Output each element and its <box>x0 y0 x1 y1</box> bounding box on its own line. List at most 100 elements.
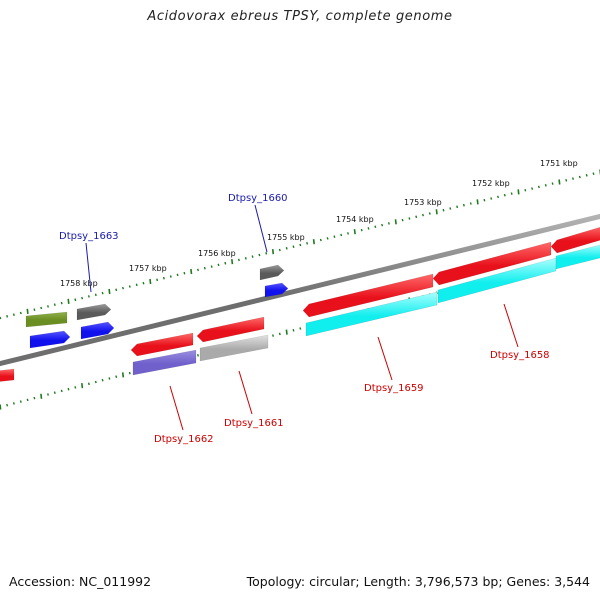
minor-tick <box>278 332 281 336</box>
minor-tick <box>128 371 131 375</box>
minor-tick <box>74 298 77 302</box>
major-tick <box>40 393 43 399</box>
gene-label-dtpsy-1659[interactable]: Dtpsy_1659 <box>364 383 424 394</box>
minor-tick <box>33 396 36 400</box>
minor-tick <box>490 197 493 200</box>
minor-tick <box>442 208 445 212</box>
minor-tick <box>94 293 97 297</box>
minor-tick <box>53 391 56 394</box>
major-tick <box>81 383 84 389</box>
gene-leader-line <box>169 385 184 431</box>
minor-tick <box>306 242 309 245</box>
minor-tick <box>449 207 452 210</box>
minor-tick <box>572 177 574 180</box>
cog-block-blue-left[interactable] <box>29 330 71 349</box>
minor-tick <box>122 286 124 290</box>
minor-tick <box>217 263 220 267</box>
cog-block-blue-1663[interactable] <box>80 321 115 340</box>
minor-tick <box>524 189 527 192</box>
gene-label-dtpsy-1658[interactable]: Dtpsy_1658 <box>490 350 550 361</box>
minor-tick <box>565 179 568 182</box>
minor-tick <box>265 252 268 255</box>
minor-tick <box>483 198 486 202</box>
minor-tick <box>197 354 199 357</box>
cds-block-dtpsy-1663[interactable] <box>76 303 112 321</box>
gene-leader-line <box>254 204 268 253</box>
major-tick <box>435 209 438 215</box>
cog-block-cyan-1659[interactable] <box>305 291 438 337</box>
genome-backbone <box>0 213 600 367</box>
minor-tick <box>87 295 90 298</box>
minor-tick <box>162 276 165 280</box>
major-tick <box>108 288 111 295</box>
major-tick <box>394 219 397 225</box>
minor-tick <box>183 271 186 275</box>
gene-label-dtpsy-1663[interactable]: Dtpsy_1663 <box>59 231 119 242</box>
gene-labels[interactable]: Dtpsy_1658 Dtpsy_1659 Dtpsy_1660 Dtpsy_1661… <box>59 193 550 445</box>
gene-label-dtpsy-1660[interactable]: Dtpsy_1660 <box>228 193 288 204</box>
gene-leader-line <box>85 242 92 293</box>
minor-tick <box>592 172 595 175</box>
feature-track[interactable] <box>0 226 600 382</box>
minor-tick <box>169 275 172 278</box>
minor-tick <box>340 233 343 237</box>
cds-block-dtpsy-1659[interactable] <box>302 273 434 318</box>
cds-fragment-left[interactable] <box>0 368 15 382</box>
genome-summary: Topology: circular; Length: 3,796,573 bp… <box>246 574 590 589</box>
minor-tick <box>12 313 15 316</box>
minor-tick <box>40 306 43 310</box>
cds-block-next[interactable] <box>550 226 600 254</box>
minor-tick <box>326 237 329 240</box>
minor-tick <box>374 225 377 228</box>
major-tick <box>271 249 275 255</box>
minor-tick <box>19 311 22 315</box>
major-tick <box>231 259 234 265</box>
minor-tick <box>26 398 29 402</box>
minor-tick <box>408 217 411 220</box>
cds-block-dtpsy-1660[interactable] <box>259 264 285 281</box>
minor-tick <box>299 327 302 330</box>
cds-block-dtpsy-1658[interactable] <box>432 241 552 286</box>
cog-block-cyan-next[interactable] <box>555 244 600 270</box>
minor-tick <box>244 257 247 260</box>
minor-tick <box>278 248 281 252</box>
minor-tick <box>272 334 274 337</box>
major-tick <box>121 372 125 378</box>
minor-tick <box>12 402 15 405</box>
major-tick <box>0 404 2 410</box>
minor-tick <box>176 273 179 277</box>
kbp-tick-label: 1753 kbp <box>404 198 442 207</box>
minor-tick <box>156 278 159 282</box>
gene-label-dtpsy-1662[interactable]: Dtpsy_1662 <box>154 434 214 445</box>
cds-block-dtpsy-1662[interactable] <box>130 332 194 357</box>
minor-tick <box>401 218 404 222</box>
minor-tick <box>115 288 118 292</box>
minor-tick <box>81 296 84 300</box>
tick-labels: 1751 kbp 1752 kbp 1753 kbp 1754 kbp 1755 kbp… <box>60 159 578 288</box>
minor-tick <box>203 266 206 270</box>
gene-leader-line <box>238 370 253 415</box>
major-tick <box>149 278 152 285</box>
minor-tick <box>197 268 199 272</box>
cds-block-dtpsy-1661[interactable] <box>196 316 265 343</box>
minor-tick <box>510 192 513 195</box>
minor-tick <box>299 243 302 247</box>
kbp-tick-label: 1758 kbp <box>60 279 98 288</box>
cog-block-silver-1661[interactable] <box>199 334 269 362</box>
kbp-tick-label: 1756 kbp <box>198 249 236 258</box>
minor-tick <box>333 235 336 238</box>
cog-block-purple-1662[interactable] <box>132 349 197 376</box>
kbp-tick-label: 1755 kbp <box>267 233 305 242</box>
minor-tick <box>497 195 499 199</box>
minor-tick <box>469 202 472 205</box>
cog-block-cyan-1658[interactable] <box>437 257 557 304</box>
minor-tick <box>94 380 97 384</box>
cog-block-blue-1660[interactable] <box>264 282 289 298</box>
minor-tick <box>19 400 22 403</box>
minor-tick <box>285 247 288 250</box>
major-tick <box>353 229 356 235</box>
cog-block-olive[interactable] <box>25 311 68 328</box>
gene-label-dtpsy-1661[interactable]: Dtpsy_1661 <box>224 418 284 429</box>
minor-tick <box>237 258 240 262</box>
